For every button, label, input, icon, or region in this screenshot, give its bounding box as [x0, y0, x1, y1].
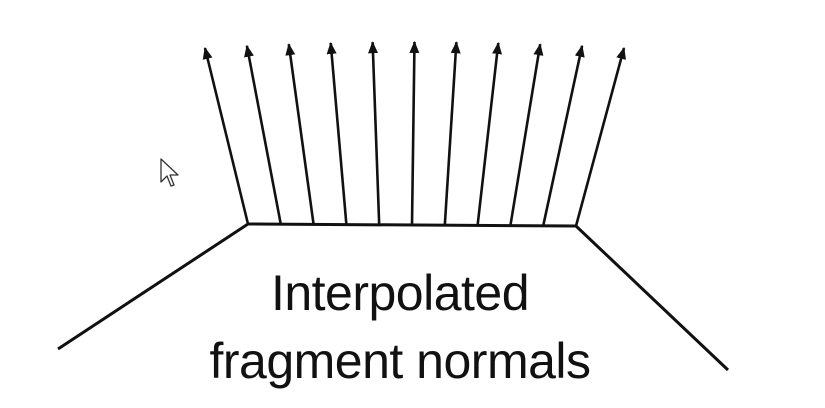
normal-arrow-3	[285, 43, 315, 225]
normal-vectors	[202, 41, 626, 227]
caption-line-fragment-normals: fragment normals	[209, 333, 591, 389]
normal-arrow-9	[509, 43, 544, 226]
normal-arrow-7	[443, 41, 461, 226]
mouse-pointer-icon	[160, 158, 179, 187]
normal-arrow-10	[541, 44, 585, 227]
normal-arrow-1	[202, 47, 250, 225]
normal-arrow-5	[368, 41, 381, 225]
normal-arrow-8	[476, 42, 503, 226]
caption-line-interpolated: Interpolated	[270, 265, 530, 321]
normal-arrow-11	[574, 47, 626, 227]
normal-arrow-4	[326, 42, 348, 225]
normal-arrow-6	[409, 41, 420, 226]
normal-arrow-2	[244, 44, 283, 225]
